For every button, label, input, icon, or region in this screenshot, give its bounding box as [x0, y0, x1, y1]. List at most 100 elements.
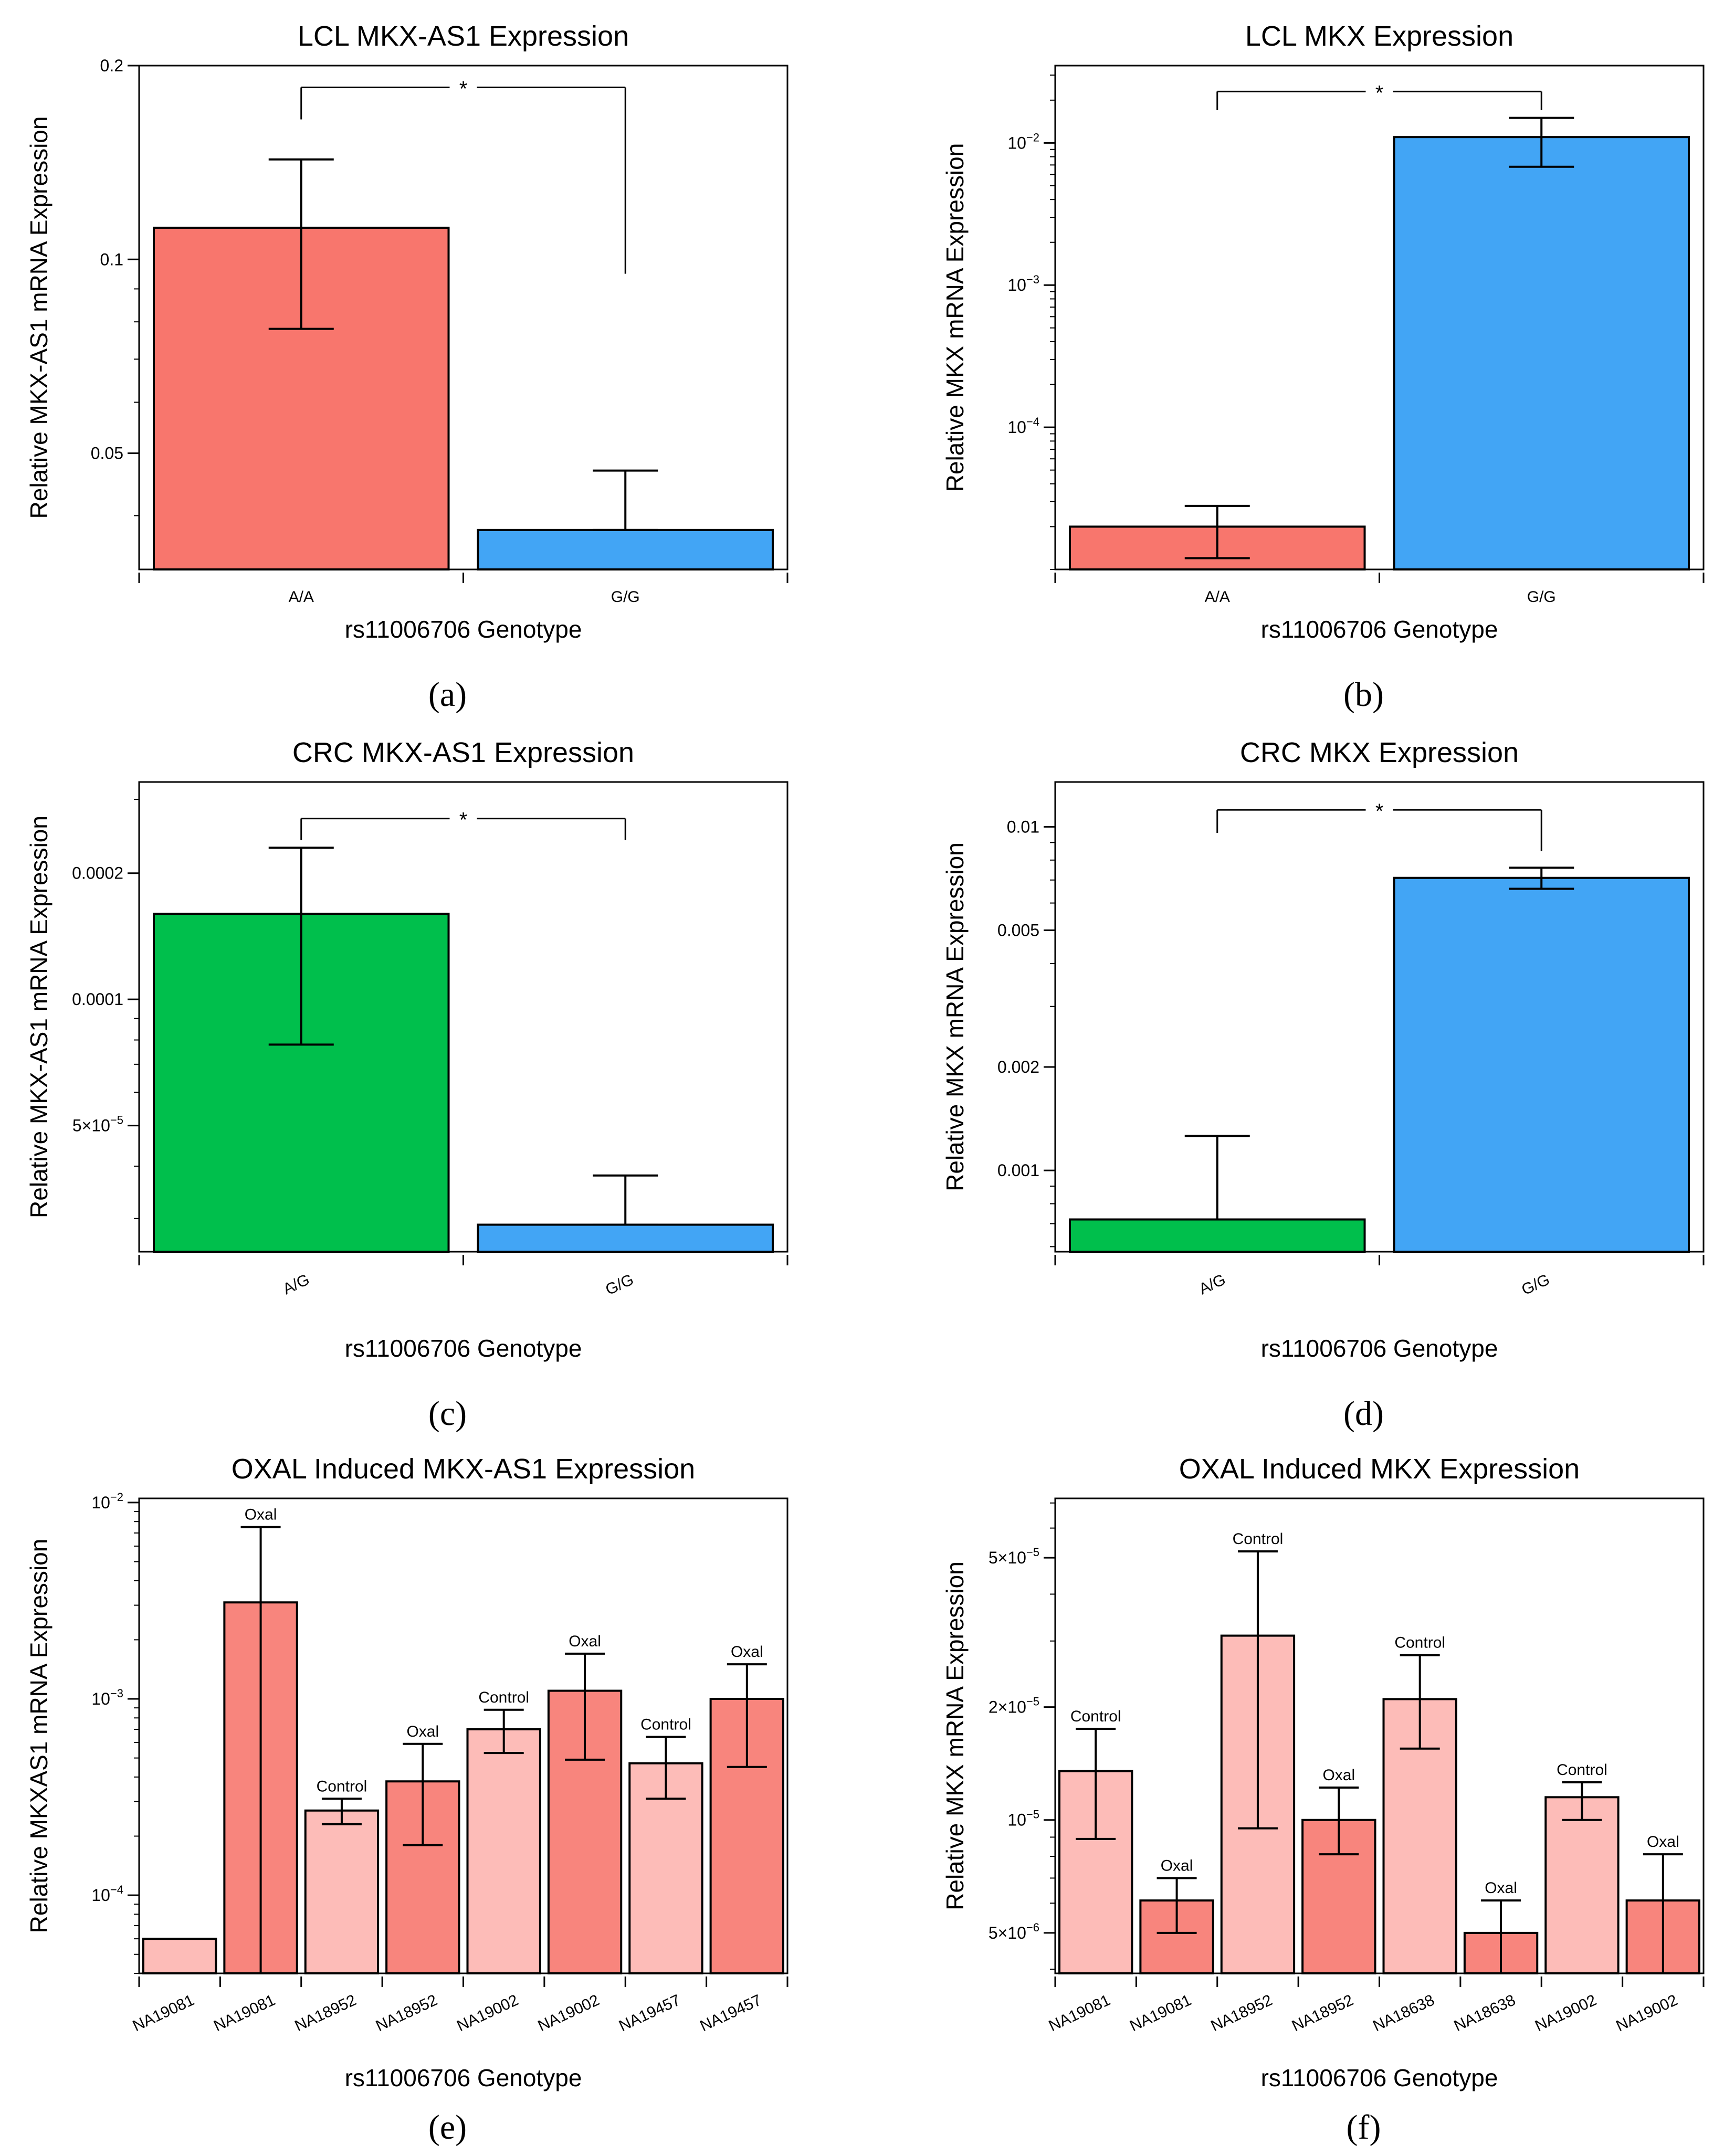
bar-annotation: Control [317, 1778, 367, 1795]
x-axis-label: rs11006706 Genotype [345, 616, 582, 643]
y-axis: 10−4 10−3 10−2 [1007, 75, 1055, 570]
bar-annotation: Control [1557, 1761, 1607, 1779]
plot-frame [1054, 781, 1705, 1253]
error-bar-1 [1076, 1728, 1116, 1840]
x-tick-label: NA19081 [1127, 1991, 1194, 2035]
x-tick-label: G/G [603, 1271, 636, 1298]
y-axis-label: Relative MKX mRNA Expression [941, 842, 969, 1191]
bar-annotation: Control [1233, 1530, 1284, 1548]
panel-letter: (f) [1347, 2108, 1381, 2147]
bar-annotation: Control [1394, 1634, 1445, 1652]
y-tick-label: 10−4 [91, 1883, 123, 1905]
y-axis: 5×10−5 0.0001 0.0002 [72, 799, 139, 1219]
y-tick-label: 0.001 [997, 1161, 1039, 1180]
error-bar-2 [240, 1526, 281, 1973]
bar-annotation: Oxal [1322, 1767, 1355, 1784]
y-tick-label: 10−3 [1007, 273, 1039, 294]
y-tick-label: 0.002 [997, 1058, 1039, 1076]
y-tick-label: 0.0002 [72, 864, 123, 883]
plot-frame [138, 65, 789, 570]
bar-annotation: Oxal [1647, 1833, 1679, 1851]
plot-frame [138, 781, 789, 1253]
panel-e: OXAL Induced MKX-AS1 Expression Oxal Contr… [25, 1453, 789, 2147]
error-bar-3 [1237, 1550, 1278, 1830]
y-tick-label: 0.05 [91, 444, 123, 463]
bar-5 [466, 1728, 541, 1974]
y-tick-label: 5×10−5 [989, 1546, 1039, 1567]
x-tick-label: G/G [1527, 588, 1556, 606]
error-bar-8 [1643, 1853, 1683, 1973]
chart-title: CRC MKX Expression [1240, 737, 1519, 768]
y-tick-label: 10−3 [91, 1687, 123, 1708]
x-tick-label: NA19002 [535, 1991, 602, 2035]
y-tick-label: 0.01 [1007, 817, 1039, 836]
x-tick-label: A/G [280, 1271, 312, 1298]
y-tick-label: 10−5 [1007, 1808, 1039, 1830]
significance-star: * [459, 78, 468, 101]
y-axis: 10−4 10−3 10−2 [91, 1491, 139, 1974]
x-tick-label: NA18638 [1452, 1991, 1518, 2035]
error-bar-6 [565, 1652, 605, 1761]
y-axis-label: Relative MKX mRNA Expression [941, 143, 969, 492]
x-axis: A/G G/G [138, 1255, 789, 1299]
x-tick-label: NA18952 [373, 1991, 440, 2035]
x-tick-label: NA19457 [697, 1991, 764, 2035]
bar-annotation: Oxal [731, 1643, 763, 1661]
x-axis: A/A G/G [1054, 573, 1705, 606]
error-bar-7 [646, 1736, 686, 1800]
panel-f: OXAL Induced MKX Expression Control Oxal Co… [941, 1453, 1705, 2147]
x-tick-label: NA18638 [1370, 1991, 1437, 2035]
y-tick-label: 0.1 [100, 250, 123, 269]
bar-annotation: Oxal [245, 1506, 277, 1524]
error-bar-1 [268, 847, 334, 1046]
y-tick-label: 0.005 [997, 921, 1039, 939]
bar-annotation: Control [478, 1689, 529, 1706]
panel-a: LCL MKX-AS1 Expression 0.05 0.1 0.2 A/A G/G rs… [25, 20, 789, 714]
significance-bracket: * [300, 809, 626, 840]
y-axis-label: Relative MKXAS1 mRNA Expression [25, 1539, 52, 1933]
bar-annotation: Oxal [406, 1723, 439, 1740]
bar-7 [628, 1762, 703, 1975]
x-tick-label: NA19002 [1532, 1991, 1599, 2035]
error-bar-5 [483, 1708, 524, 1755]
x-tick-label: NA19081 [1046, 1991, 1113, 2035]
significance-star: * [1375, 81, 1384, 104]
x-axis-label: rs11006706 Genotype [345, 1335, 582, 1362]
x-tick-label: NA18952 [1208, 1991, 1275, 2035]
bar-1 [142, 1938, 217, 1975]
panel-letter: (b) [1343, 675, 1384, 714]
error-bar-4 [403, 1742, 443, 1846]
significance-bracket: * [1216, 800, 1542, 851]
y-axis: 0.001 0.002 0.005 0.01 [997, 817, 1055, 1248]
y-tick-label: 5×10−5 [72, 1114, 123, 1135]
y-axis-label: Relative MKX-AS1 mRNA Expression [25, 117, 52, 519]
chart-title: LCL MKX-AS1 Expression [298, 20, 629, 52]
x-tick-label: NA19081 [130, 1991, 197, 2035]
bar-2 [1393, 136, 1690, 570]
x-axis: NA19081 NA19081 NA18952 NA18952 NA19002 NA190… [130, 1977, 789, 2035]
x-axis: A/G G/G [1054, 1255, 1705, 1299]
error-bar-1 [1184, 504, 1250, 559]
x-axis-label: rs11006706 Genotype [1261, 1335, 1498, 1362]
chart-title: OXAL Induced MKX-AS1 Expression [232, 1453, 695, 1485]
significance-bracket: * [300, 78, 626, 274]
error-bar-2 [593, 1174, 658, 1226]
plot-frame [138, 1497, 789, 1974]
bar-2 [477, 1223, 774, 1253]
error-bar-2 [1509, 866, 1574, 890]
y-tick-label: 2×10−5 [989, 1695, 1039, 1717]
bar-annotation: Oxal [1161, 1857, 1193, 1874]
error-bar-7 [1562, 1781, 1602, 1821]
y-tick-label: 10−2 [1007, 131, 1039, 152]
x-axis: A/A G/G [138, 573, 789, 606]
error-bar-1 [268, 158, 334, 330]
plot-frame [1054, 1497, 1705, 1974]
x-tick-label: NA19457 [616, 1991, 683, 2035]
bar-annotation: Oxal [1485, 1879, 1517, 1897]
significance-star: * [459, 809, 468, 832]
panel-letter: (c) [428, 1394, 467, 1433]
error-bar-6 [1481, 1899, 1521, 1973]
x-axis: NA19081 NA19081 NA18952 NA18952 NA18638 NA186… [1046, 1977, 1705, 2035]
bar-3 [304, 1809, 380, 1974]
